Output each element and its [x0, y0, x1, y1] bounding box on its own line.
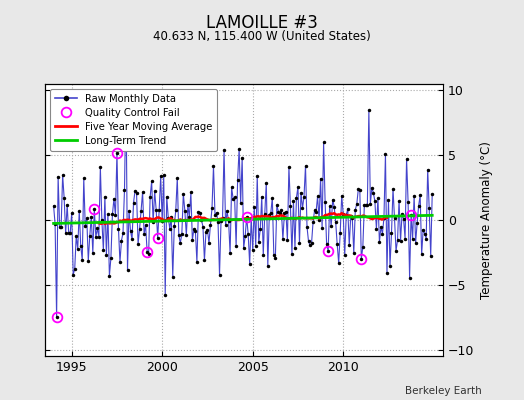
- Text: LAMOILLE #3: LAMOILLE #3: [206, 14, 318, 32]
- Legend: Raw Monthly Data, Quality Control Fail, Five Year Moving Average, Long-Term Tren: Raw Monthly Data, Quality Control Fail, …: [50, 89, 217, 151]
- Text: 40.633 N, 115.400 W (United States): 40.633 N, 115.400 W (United States): [153, 30, 371, 43]
- Y-axis label: Temperature Anomaly (°C): Temperature Anomaly (°C): [479, 141, 493, 299]
- Text: Berkeley Earth: Berkeley Earth: [406, 386, 482, 396]
